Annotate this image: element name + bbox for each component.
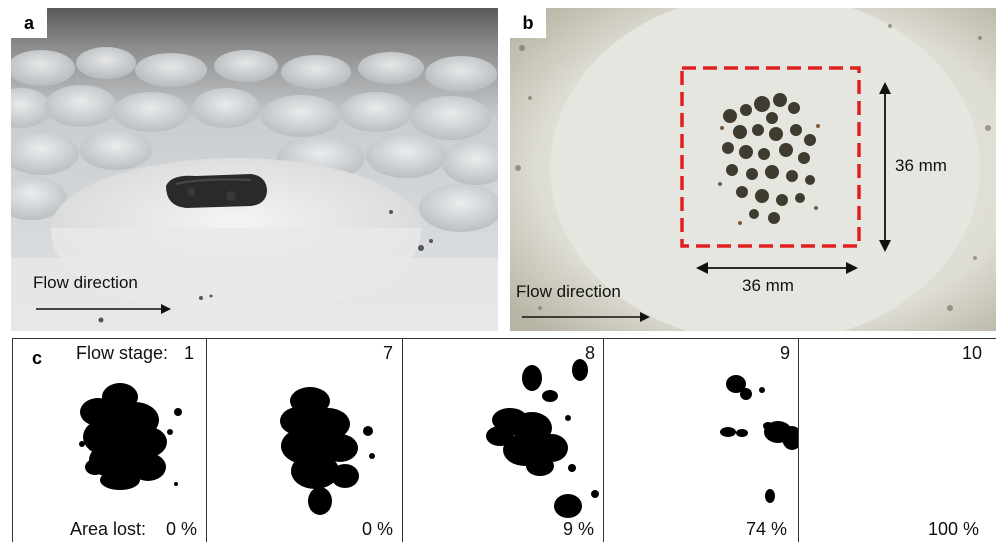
panel-b-photo: 36 mm 36 mm Flow direction — [510, 8, 996, 331]
area-lost-value: 0 % — [166, 519, 198, 539]
dimension-horizontal-label: 36 mm — [742, 276, 794, 295]
sediment-silhouette-8 — [486, 359, 599, 518]
horizontal-dimension-arrow — [696, 262, 858, 274]
area-lost-value: 74 % — [746, 519, 788, 539]
flow-stage-value: 9 — [780, 343, 791, 363]
sediment-grains — [722, 93, 816, 224]
divider — [206, 338, 207, 542]
divider — [402, 338, 403, 542]
flow-arrow — [36, 304, 171, 314]
flow-direction-label-b: Flow direction — [516, 282, 621, 301]
flow-stage-value: 7 — [383, 343, 394, 363]
area-lost-value: 100 % — [928, 519, 980, 539]
divider — [603, 338, 604, 542]
panel-c-label: c — [31, 347, 42, 368]
panel-b-label: b — [510, 8, 546, 38]
flow-stage-value: 1 — [184, 343, 195, 363]
vertical-dimension-arrow — [879, 82, 891, 252]
area-lost-prefix: Area lost: — [70, 519, 152, 539]
flow-stage-value: 8 — [585, 343, 596, 363]
region-box — [680, 66, 861, 248]
sediment-silhouette-1 — [79, 383, 182, 490]
flow-arrow-b — [522, 312, 650, 322]
tank-photo — [11, 8, 498, 331]
flow-direction-label: Flow direction — [33, 273, 138, 292]
panel-a-photo: Flow direction — [11, 8, 498, 331]
area-lost-value: 9 % — [563, 519, 595, 539]
plate-photo — [510, 8, 996, 331]
panel-a-label: a — [11, 8, 47, 38]
panel-c-border — [12, 338, 996, 542]
sediment-sample — [166, 174, 267, 208]
dimension-vertical-label: 36 mm — [895, 156, 947, 175]
sediment-silhouette-7 — [280, 387, 375, 515]
flow-stage-prefix: Flow stage: — [76, 343, 174, 363]
area-lost-value: 0 % — [362, 519, 394, 539]
sediment-silhouette-9 — [720, 375, 798, 503]
flow-stage-value: 10 — [962, 343, 983, 363]
divider — [798, 338, 799, 542]
